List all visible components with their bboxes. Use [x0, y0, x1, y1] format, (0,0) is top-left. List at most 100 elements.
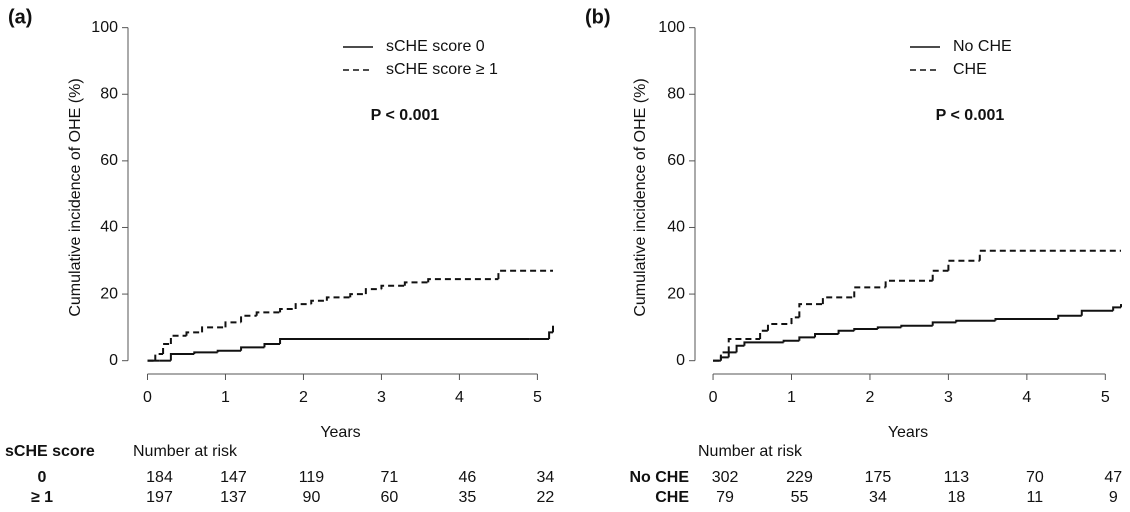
km-step [821, 296, 855, 305]
km-step [497, 269, 553, 280]
km-step [255, 311, 281, 316]
km-step [853, 286, 886, 298]
risk-count: 34 [537, 469, 555, 486]
risk-count: 137 [220, 489, 247, 506]
km-step [884, 279, 933, 288]
risk-table-title: sCHE score [5, 443, 95, 460]
km-step [719, 356, 729, 361]
km-step [955, 319, 996, 323]
km-step [931, 269, 949, 281]
km-step [240, 346, 265, 351]
risk-count: 175 [865, 469, 892, 486]
km-step [548, 331, 553, 340]
km-step [1112, 306, 1121, 311]
risk-count: 147 [220, 469, 247, 486]
risk-count: 9 [1109, 489, 1118, 506]
km-step [719, 351, 729, 361]
km-step [798, 303, 823, 318]
km-step [263, 343, 281, 348]
km-step [814, 333, 839, 338]
km-step [294, 303, 312, 310]
x-tick-label: 5 [533, 389, 542, 406]
x-tick-label: 0 [143, 389, 152, 406]
km-step [349, 293, 366, 298]
y-tick-label: 20 [667, 285, 685, 302]
km-step [310, 299, 327, 305]
km-step [900, 324, 933, 328]
km-step [743, 341, 784, 346]
km-step [325, 296, 351, 301]
risk-count: 71 [381, 469, 399, 486]
risk-count: 184 [146, 469, 173, 486]
km-step [201, 326, 226, 333]
km-step [727, 351, 737, 358]
legend-label: sCHE score 0 [386, 38, 485, 55]
panel-label: (a) [8, 6, 32, 28]
km-step [947, 259, 980, 271]
y-axis-title: Cumulative incidence of OHE (%) [67, 78, 84, 316]
p-value: P < 0.001 [936, 107, 1005, 124]
legend-label: No CHE [953, 38, 1012, 55]
km-step [766, 323, 792, 331]
km-step [216, 349, 242, 353]
x-tick-label: 2 [299, 389, 308, 406]
risk-table-header: Number at risk [133, 443, 238, 460]
y-tick-label: 60 [100, 152, 118, 169]
x-tick-label: 4 [1022, 389, 1031, 406]
x-axis-title: Years [888, 424, 928, 441]
p-value: P < 0.001 [371, 107, 440, 124]
km-step [185, 331, 203, 336]
km-step [162, 343, 171, 355]
y-tick-label: 100 [91, 19, 118, 36]
x-tick-label: 4 [455, 389, 464, 406]
km-step [1080, 309, 1114, 316]
risk-row-label: CHE [655, 489, 689, 506]
km-step [169, 334, 187, 345]
km-step [837, 329, 855, 335]
km-step [427, 278, 499, 283]
risk-table-header: Number at risk [698, 443, 803, 460]
risk-count: 34 [869, 489, 887, 506]
risk-row-label: ≥ 1 [31, 489, 53, 506]
km-step [1057, 314, 1082, 320]
risk-count: 47 [1104, 469, 1122, 486]
km-step [154, 353, 164, 361]
risk-count: 119 [299, 469, 325, 486]
y-tick-label: 0 [676, 352, 685, 369]
risk-row-label: 0 [38, 469, 47, 486]
y-tick-label: 0 [109, 352, 118, 369]
y-tick-label: 100 [658, 19, 685, 36]
km-step [931, 321, 957, 326]
km-step [735, 344, 745, 353]
x-axis-title: Years [320, 424, 360, 441]
y-tick-label: 20 [100, 285, 118, 302]
risk-count: 22 [537, 489, 555, 506]
km-step [224, 321, 242, 328]
risk-count: 197 [146, 489, 173, 506]
km-step [798, 336, 816, 341]
risk-count: 18 [948, 489, 966, 506]
risk-count: 11 [1027, 489, 1044, 506]
risk-count: 90 [303, 489, 321, 506]
risk-count: 55 [791, 489, 809, 506]
km-step [380, 284, 405, 290]
risk-count: 60 [381, 489, 399, 506]
risk-count: 302 [712, 469, 739, 486]
risk-count: 35 [459, 489, 477, 506]
km-step [782, 339, 800, 343]
x-tick-label: 3 [377, 389, 386, 406]
km-step [279, 338, 530, 345]
legend-label: CHE [953, 61, 987, 78]
km-step [193, 351, 218, 355]
legend-label: sCHE score ≥ 1 [386, 61, 498, 78]
km-step [403, 281, 429, 286]
km-step [240, 314, 257, 323]
y-tick-label: 40 [100, 219, 118, 236]
x-tick-label: 2 [865, 389, 874, 406]
x-tick-label: 0 [709, 389, 718, 406]
y-axis-title: Cumulative incidence of OHE (%) [632, 78, 649, 316]
km-step [978, 249, 1121, 261]
risk-count: 70 [1026, 469, 1044, 486]
y-tick-label: 40 [667, 219, 685, 236]
